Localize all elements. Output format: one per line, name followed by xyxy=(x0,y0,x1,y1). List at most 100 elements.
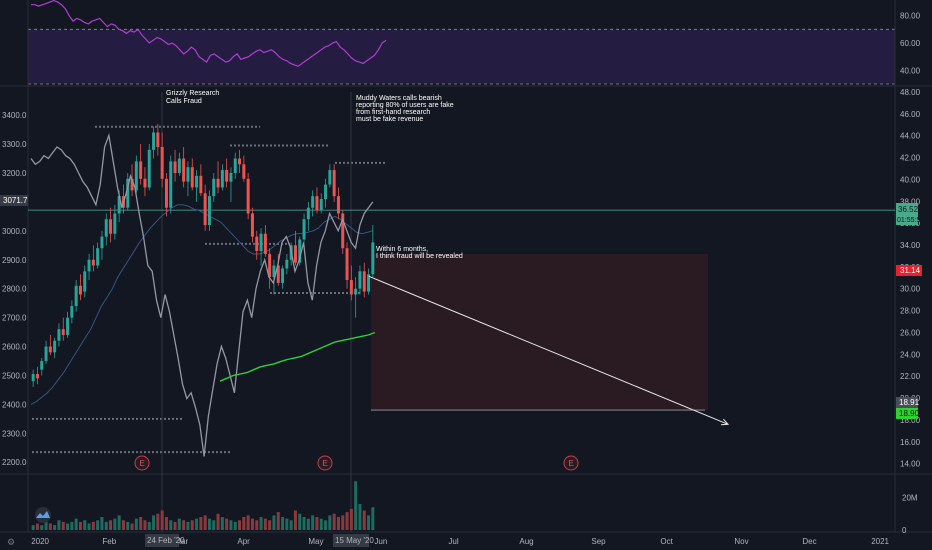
comparison-line xyxy=(30,132,374,457)
candle-body xyxy=(169,161,173,208)
candle xyxy=(225,158,229,188)
volume-bar xyxy=(104,521,108,530)
volume-bar xyxy=(190,520,194,530)
candle xyxy=(78,274,82,301)
volume-bar xyxy=(332,513,336,530)
candle-body xyxy=(113,213,117,234)
volume-bar xyxy=(306,518,310,530)
earnings-circle xyxy=(563,455,579,471)
candle-body xyxy=(61,329,65,335)
volume-bar xyxy=(87,523,91,530)
volume-bar xyxy=(152,515,156,530)
volume-bar xyxy=(281,517,285,530)
right-tick-label: 46.00 xyxy=(900,110,921,119)
candle xyxy=(341,210,345,254)
volume-bar xyxy=(345,512,349,530)
candle-body xyxy=(78,285,82,295)
candle-body xyxy=(293,245,297,263)
logo-mark-icon xyxy=(36,511,50,518)
candle xyxy=(216,161,220,194)
candle-body xyxy=(367,274,371,292)
candle xyxy=(91,245,95,272)
volume-bar xyxy=(319,518,323,530)
time-highlight-1: 24 Feb '20 xyxy=(145,534,185,547)
volume-bar xyxy=(341,515,345,530)
earnings-label: E xyxy=(140,459,145,468)
candle-body xyxy=(203,193,207,226)
candle-body xyxy=(57,329,61,341)
right-tag-target-grey-value: 18.91 xyxy=(899,398,920,407)
right-tag-target-green-value: 18.90 xyxy=(899,409,920,418)
volume-bar xyxy=(121,520,125,530)
candle xyxy=(238,149,242,173)
volume-bar xyxy=(371,507,375,530)
candle-body xyxy=(328,170,332,185)
candle-body xyxy=(83,271,87,292)
right-tick-label: 26.00 xyxy=(900,328,921,337)
candle-body xyxy=(173,161,177,173)
right-tick-label: 18.00 xyxy=(900,416,921,425)
volume-bar xyxy=(177,518,181,530)
candle-body xyxy=(358,271,362,289)
projection-arrow xyxy=(368,275,729,425)
volume-bar xyxy=(143,520,147,530)
candle xyxy=(87,253,91,280)
candle-body xyxy=(276,265,280,283)
candle-body xyxy=(207,196,211,226)
candlesticks xyxy=(31,123,375,388)
time-axis-label: Mar xyxy=(174,537,188,546)
volume-bar xyxy=(272,515,276,530)
candle-body xyxy=(272,265,276,278)
time-axis-label: Sep xyxy=(591,537,606,546)
right-tag-target-grey: 18.91 xyxy=(896,397,920,408)
right-tag-red: 31.14 xyxy=(896,265,922,276)
annotation-muddy-line4: must be fake revenue xyxy=(356,116,423,123)
volume-bar xyxy=(255,520,259,530)
candle-body xyxy=(186,167,190,182)
candle xyxy=(354,277,358,318)
candle xyxy=(298,236,302,266)
candle xyxy=(66,311,70,338)
candle-body xyxy=(349,280,353,295)
left-tick-label: 3000.0 xyxy=(2,227,27,236)
candle-body xyxy=(44,346,48,361)
candle xyxy=(336,187,340,220)
candle xyxy=(61,317,65,341)
volume-bar xyxy=(57,520,61,530)
annotation-within-line1: Within 6 months, xyxy=(376,246,428,253)
candle-body xyxy=(259,233,263,252)
candle-body xyxy=(345,248,349,280)
candle-body xyxy=(96,248,100,266)
candle-body xyxy=(87,259,91,272)
candle-body xyxy=(143,178,147,188)
candle-body xyxy=(109,219,113,234)
volume-bar xyxy=(199,517,203,530)
candle xyxy=(126,172,130,211)
candle xyxy=(169,155,173,214)
time-axis-label: Apr xyxy=(237,537,250,546)
candle xyxy=(371,225,375,278)
candle-body xyxy=(91,259,95,266)
volume-bar xyxy=(40,525,44,530)
price-panel: 3400.03300.03200.03100.03000.02900.02800… xyxy=(2,88,921,532)
settings-icon[interactable]: ⚙ xyxy=(7,537,15,547)
candle-body xyxy=(212,178,216,197)
candle-body xyxy=(130,178,134,191)
volume-bar xyxy=(203,515,207,530)
time-axis-label: May xyxy=(308,537,323,546)
volume-bar xyxy=(293,510,297,530)
left-current-value: 3071.7 xyxy=(3,196,28,205)
candle-body xyxy=(100,236,104,249)
candle xyxy=(53,337,57,359)
left-tick-label: 2600.0 xyxy=(2,343,27,352)
candle-body xyxy=(160,146,164,179)
candle xyxy=(31,369,35,388)
time-axis-label: Jul xyxy=(448,537,458,546)
time-highlight-2-label: 15 May '20 xyxy=(335,536,374,545)
rsi-band xyxy=(28,29,895,84)
candle xyxy=(319,193,323,214)
candle-body xyxy=(199,175,203,194)
candle-body xyxy=(35,374,39,379)
candle-body xyxy=(126,178,130,208)
